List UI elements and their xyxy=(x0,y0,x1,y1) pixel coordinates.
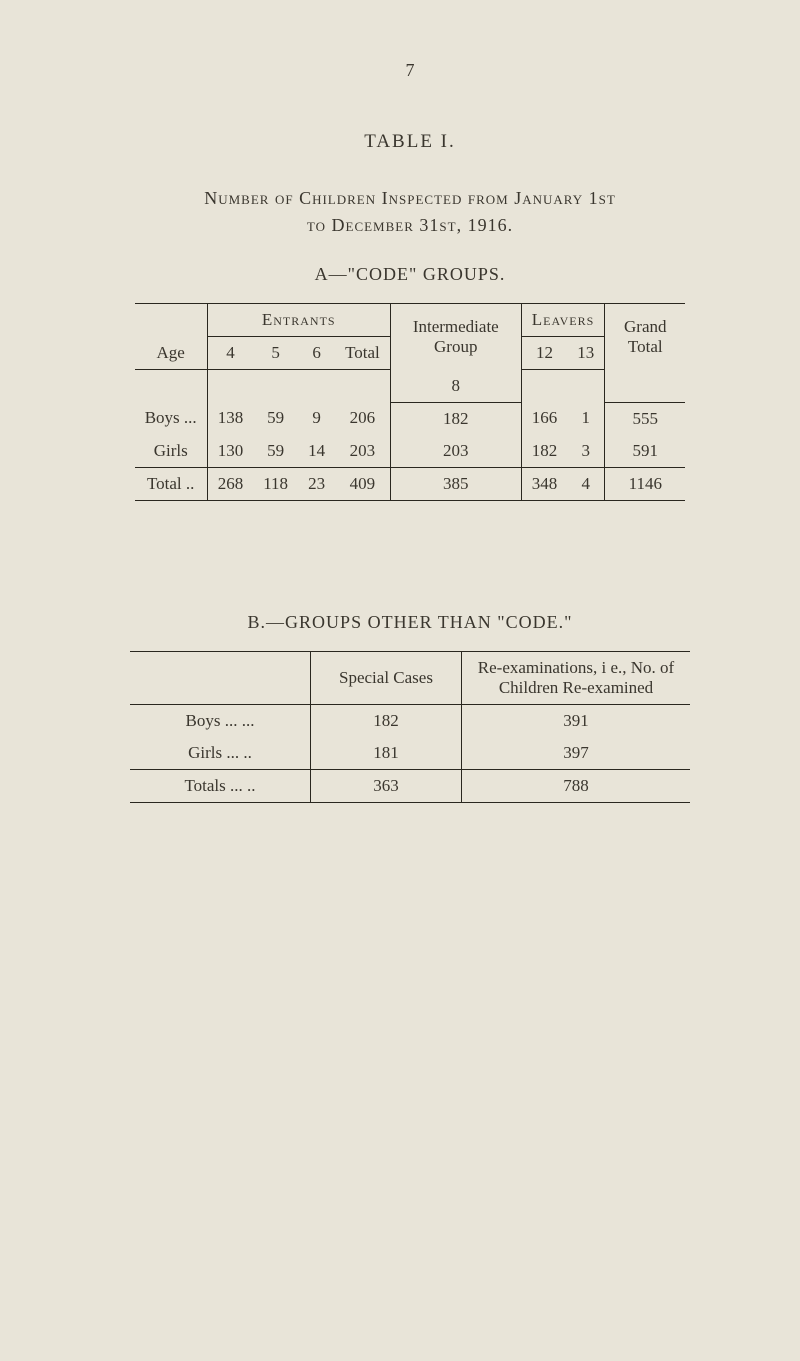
girls-grand-total: 591 xyxy=(605,435,686,468)
girls-label: Girls xyxy=(135,435,207,468)
col-13-header: 13 xyxy=(567,337,605,370)
girls-13: 3 xyxy=(567,435,605,468)
girls-4: 130 xyxy=(207,435,253,468)
boys-4: 138 xyxy=(207,402,253,435)
total-12: 348 xyxy=(521,467,567,500)
table-b-boys-row: Boys ... ... 182 391 xyxy=(130,704,690,737)
leavers-header: Leavers xyxy=(521,304,605,337)
b-boys-special: 182 xyxy=(311,704,462,737)
b-totals-reexam: 788 xyxy=(462,769,691,802)
boys-5: 59 xyxy=(253,402,298,435)
table-1-title-line-2: to December 31st, 1916. xyxy=(90,215,730,236)
girls-total: 203 xyxy=(335,435,390,468)
blank-cell xyxy=(130,651,311,704)
col-total-header: Total xyxy=(335,337,390,370)
total-total: 409 xyxy=(335,467,390,500)
b-girls-label: Girls ... .. xyxy=(130,737,311,770)
boys-total: 206 xyxy=(335,402,390,435)
col-4-header: 4 xyxy=(207,337,253,370)
total-5: 118 xyxy=(253,467,298,500)
total-4: 268 xyxy=(207,467,253,500)
table-b-totals-row: Totals ... .. 363 788 xyxy=(130,769,690,802)
grand-total-header: Grand Total xyxy=(605,304,686,370)
total-13: 4 xyxy=(567,467,605,500)
table-a-girls-row: Girls 130 59 14 203 203 182 3 591 xyxy=(135,435,686,468)
table-a-header-row-1: Entrants Intermediate Group Leavers Gran… xyxy=(135,304,686,337)
col-5-header: 5 xyxy=(253,337,298,370)
girls-12: 182 xyxy=(521,435,567,468)
table-b: Special Cases Re-examinations, i e., No.… xyxy=(130,651,690,806)
table-a: Entrants Intermediate Group Leavers Gran… xyxy=(135,303,686,504)
section-a-label: A—"CODE" GROUPS. xyxy=(90,264,730,285)
b-girls-special: 181 xyxy=(311,737,462,770)
b-girls-reexam: 397 xyxy=(462,737,691,770)
section-b-label: B.—GROUPS OTHER THAN "CODE." xyxy=(90,612,730,633)
total-6: 23 xyxy=(298,467,335,500)
table-b-header-row: Special Cases Re-examinations, i e., No.… xyxy=(130,651,690,704)
blank-cell xyxy=(135,304,207,337)
boys-grand-total: 555 xyxy=(605,402,686,435)
intermediate-header: Intermediate Group xyxy=(390,304,521,370)
table-a-boys-row: Boys ... 138 59 9 206 182 166 1 555 xyxy=(135,402,686,435)
girls-6: 14 xyxy=(298,435,335,468)
total-intermediate: 385 xyxy=(390,467,521,500)
boys-intermediate: 182 xyxy=(390,402,521,435)
col-12-header: 12 xyxy=(521,337,567,370)
table-a-intermediate-8-row: 8 xyxy=(135,370,686,403)
reexam-header: Re-examinations, i e., No. of Children R… xyxy=(462,651,691,704)
boys-12: 166 xyxy=(521,402,567,435)
table-a-total-row: Total .. 268 118 23 409 385 348 4 1146 xyxy=(135,467,686,500)
b-totals-label: Totals ... .. xyxy=(130,769,311,802)
col-8-header: 8 xyxy=(390,370,521,403)
girls-5: 59 xyxy=(253,435,298,468)
boys-6: 9 xyxy=(298,402,335,435)
total-label: Total .. xyxy=(135,467,207,500)
total-grand-total: 1146 xyxy=(605,467,686,500)
table-b-girls-row: Girls ... .. 181 397 xyxy=(130,737,690,770)
table-1-label: TABLE I. xyxy=(90,131,730,153)
page-number: 7 xyxy=(90,60,730,81)
b-boys-label: Boys ... ... xyxy=(130,704,311,737)
col-6-header: 6 xyxy=(298,337,335,370)
girls-intermediate: 203 xyxy=(390,435,521,468)
entrants-header: Entrants xyxy=(207,304,390,337)
b-boys-reexam: 391 xyxy=(462,704,691,737)
b-totals-special: 363 xyxy=(311,769,462,802)
age-header: Age xyxy=(135,337,207,370)
table-1-title-line-1: Number of Children Inspected from Januar… xyxy=(90,188,730,209)
boys-13: 1 xyxy=(567,402,605,435)
boys-label: Boys ... xyxy=(135,402,207,435)
page-container: 7 TABLE I. Number of Children Inspected … xyxy=(0,0,800,866)
special-cases-header: Special Cases xyxy=(311,651,462,704)
